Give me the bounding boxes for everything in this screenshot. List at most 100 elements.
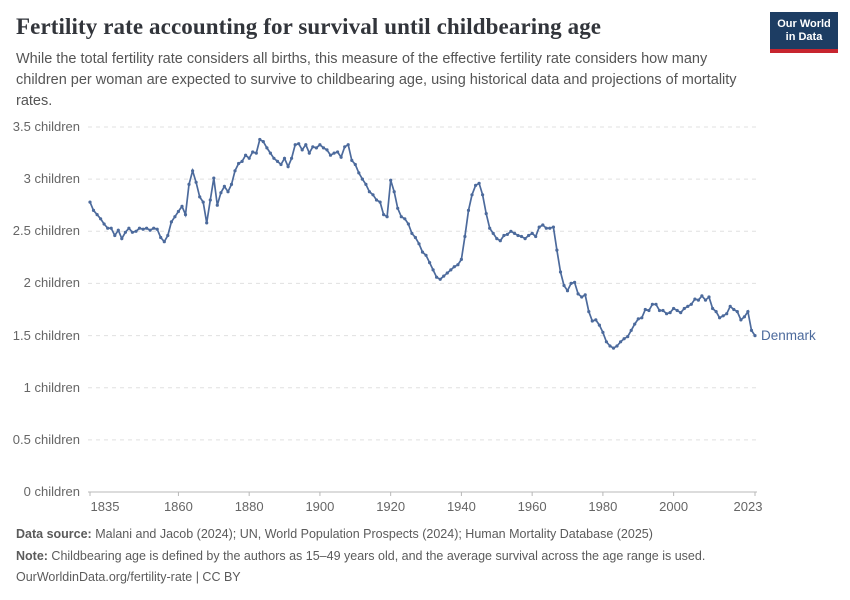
- data-point: [102, 222, 106, 226]
- data-point: [530, 231, 534, 235]
- data-point: [254, 151, 258, 155]
- data-point: [445, 271, 449, 275]
- chart-subtitle: While the total fertility rate considers…: [16, 51, 737, 109]
- data-point: [657, 308, 662, 313]
- data-point: [477, 181, 481, 185]
- data-point: [604, 340, 609, 344]
- data-point: [116, 228, 120, 232]
- data-point: [746, 310, 750, 314]
- data-point: [718, 316, 722, 320]
- data-point: [590, 319, 594, 323]
- data-point: [739, 318, 743, 322]
- data-point: [474, 183, 478, 187]
- owid-logo-line1: Our World: [777, 18, 831, 30]
- x-axis-label: 1880: [234, 499, 264, 514]
- y-axis-label: 0.5 children: [12, 431, 80, 447]
- data-point: [466, 208, 471, 212]
- data-point: [169, 220, 173, 224]
- data-point: [346, 143, 350, 147]
- data-point: [339, 155, 343, 159]
- data-point: [251, 150, 255, 154]
- data-point: [654, 302, 658, 306]
- data-point: [357, 171, 361, 175]
- data-point: [268, 151, 272, 155]
- data-point: [470, 193, 474, 197]
- note-label: Note:: [16, 548, 48, 563]
- data-point: [463, 234, 467, 239]
- data-point: [636, 317, 640, 321]
- series-label-denmark[interactable]: Denmark: [761, 327, 816, 343]
- data-point: [534, 234, 538, 239]
- chart-canvas: [88, 126, 757, 496]
- data-point: [696, 298, 701, 302]
- data-point: [311, 145, 315, 149]
- data-point: [304, 143, 308, 147]
- data-point: [505, 232, 509, 236]
- data-point: [424, 253, 428, 257]
- data-point: [558, 270, 563, 274]
- data-point: [307, 151, 311, 155]
- data-point: [587, 310, 591, 314]
- data-point: [233, 169, 237, 173]
- data-point: [399, 215, 403, 219]
- data-point: [237, 161, 241, 166]
- data-point: [212, 176, 216, 180]
- data-point: [194, 180, 198, 184]
- data-point: [565, 289, 570, 293]
- footer-separator: |: [192, 570, 203, 584]
- owid-logo[interactable]: Our World in Data: [770, 12, 838, 53]
- data-point: [293, 143, 297, 147]
- data-point: [420, 250, 425, 254]
- data-point: [668, 311, 672, 315]
- data-point: [392, 190, 396, 194]
- data-point: [449, 268, 453, 272]
- data-point: [509, 229, 513, 233]
- data-point: [162, 240, 166, 244]
- data-point: [675, 308, 679, 313]
- data-point: [360, 177, 364, 181]
- data-point: [134, 229, 138, 233]
- data-point: [753, 334, 757, 338]
- data-point: [350, 158, 354, 162]
- data-point: [91, 208, 96, 212]
- data-point: [555, 248, 559, 252]
- fertility-line-denmark[interactable]: [89, 138, 756, 350]
- data-point: [679, 311, 683, 315]
- footer-datasource-line: Data source: Malani and Jacob (2024); UN…: [16, 524, 834, 546]
- data-point: [700, 294, 704, 298]
- data-point: [626, 335, 630, 339]
- data-point: [562, 283, 566, 288]
- data-point: [382, 213, 386, 217]
- data-point: [410, 231, 414, 235]
- x-axis-label: 1940: [446, 499, 476, 514]
- data-point: [459, 257, 463, 261]
- data-point: [537, 225, 541, 229]
- data-point: [640, 316, 644, 320]
- data-point: [205, 221, 209, 225]
- data-point: [650, 302, 655, 306]
- data-point: [403, 217, 407, 221]
- data-point: [438, 277, 442, 281]
- data-point: [597, 323, 602, 327]
- data-point: [137, 226, 142, 230]
- data-point: [374, 198, 379, 202]
- page-title: Fertility rate accounting for survival u…: [16, 14, 602, 39]
- y-axis-label: 0 children: [23, 484, 80, 499]
- data-point: [544, 226, 548, 230]
- data-point: [647, 308, 651, 313]
- data-point: [141, 227, 145, 231]
- data-point: [88, 200, 92, 204]
- data-point: [512, 231, 517, 235]
- data-point: [201, 200, 205, 204]
- data-point: [396, 206, 400, 210]
- footer-url: OurWorldinData.org/fertility-rate: [16, 570, 193, 584]
- data-point: [244, 153, 248, 157]
- data-point: [608, 344, 612, 348]
- data-point: [484, 212, 488, 216]
- data-point: [548, 226, 552, 230]
- data-point: [686, 304, 690, 308]
- data-point: [198, 195, 202, 199]
- y-axis-label: 2 children: [23, 275, 80, 291]
- data-point: [672, 306, 676, 311]
- data-point: [573, 280, 577, 284]
